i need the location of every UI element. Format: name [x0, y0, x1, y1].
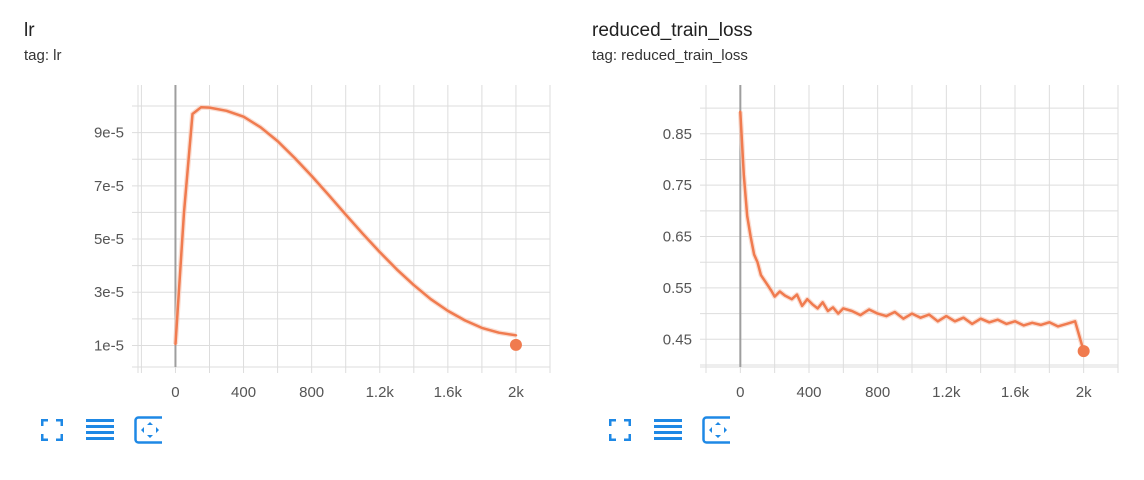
y-tick-label: 0.45	[663, 331, 692, 348]
fit-domain-button[interactable]	[134, 416, 162, 444]
y-tick-label: 0.65	[663, 229, 692, 246]
fit-domain-icon	[702, 416, 730, 444]
last-point-marker	[509, 338, 522, 351]
x-tick-label: 1.6k	[1001, 384, 1030, 401]
toggle-log-scale-icon	[654, 419, 682, 440]
x-tick-label: 400	[796, 384, 821, 401]
x-tick-label: 2k	[1076, 384, 1092, 401]
series-line	[739, 110, 1085, 353]
lr-line-chart[interactable]: 0 400 800 1.2k 1.6k 2k 1e-5 3e-5 5e-5 7e-5 9e-5	[0, 0, 560, 410]
y-tick-label: 7e-5	[94, 178, 124, 195]
chart-toolbar	[38, 416, 162, 444]
x-tick-label: 2k	[508, 384, 524, 401]
toggle-log-scale-button[interactable]	[86, 416, 114, 444]
chart-tag: tag: lr	[24, 47, 62, 64]
y-tick-label: 5e-5	[94, 231, 124, 248]
y-tick-label: 0.55	[663, 280, 692, 297]
y-tick-label: 3e-5	[94, 284, 124, 301]
y-tick-label: 1e-5	[94, 337, 124, 354]
series-line	[174, 106, 518, 346]
reduced-train-loss-line-chart[interactable]: 0 400 800 1.2k 1.6k 2k 0.45 0.55 0.65 0.75 0.85	[568, 0, 1128, 410]
fullscreen-button[interactable]	[38, 416, 66, 444]
x-tick-label: 0	[171, 384, 179, 401]
fullscreen-icon	[41, 419, 63, 441]
x-tick-label: 1.6k	[434, 384, 463, 401]
fit-domain-button[interactable]	[702, 416, 730, 444]
x-tick-label: 1.2k	[366, 384, 395, 401]
fullscreen-button[interactable]	[606, 416, 634, 444]
x-tick-label: 800	[865, 384, 890, 401]
y-tick-label: 9e-5	[94, 125, 124, 142]
x-tick-label: 800	[299, 384, 324, 401]
last-point-marker	[1077, 345, 1090, 358]
x-tick-label: 400	[231, 384, 256, 401]
toggle-log-scale-icon	[86, 419, 114, 440]
fit-domain-icon	[134, 416, 162, 444]
grid	[132, 85, 551, 373]
toggle-log-scale-button[interactable]	[654, 416, 682, 444]
y-tick-label: 0.85	[663, 126, 692, 143]
chart-toolbar	[606, 416, 730, 444]
x-tick-label: 1.2k	[932, 384, 961, 401]
chart-title: lr	[24, 20, 35, 41]
grid	[700, 85, 1119, 373]
chart-card-reduced-train-loss: reduced_train_loss tag: reduced_train_lo…	[568, 0, 1128, 470]
chart-title: reduced_train_loss	[592, 20, 753, 41]
x-tick-label: 0	[736, 384, 744, 401]
chart-card-lr: lr tag: lr 0 400 800 1.2k 1.6k 2k 1e-5 3e-5 5e-5…	[0, 0, 560, 470]
fullscreen-icon	[609, 419, 631, 441]
chart-tag: tag: reduced_train_loss	[592, 47, 748, 64]
y-tick-label: 0.75	[663, 177, 692, 194]
